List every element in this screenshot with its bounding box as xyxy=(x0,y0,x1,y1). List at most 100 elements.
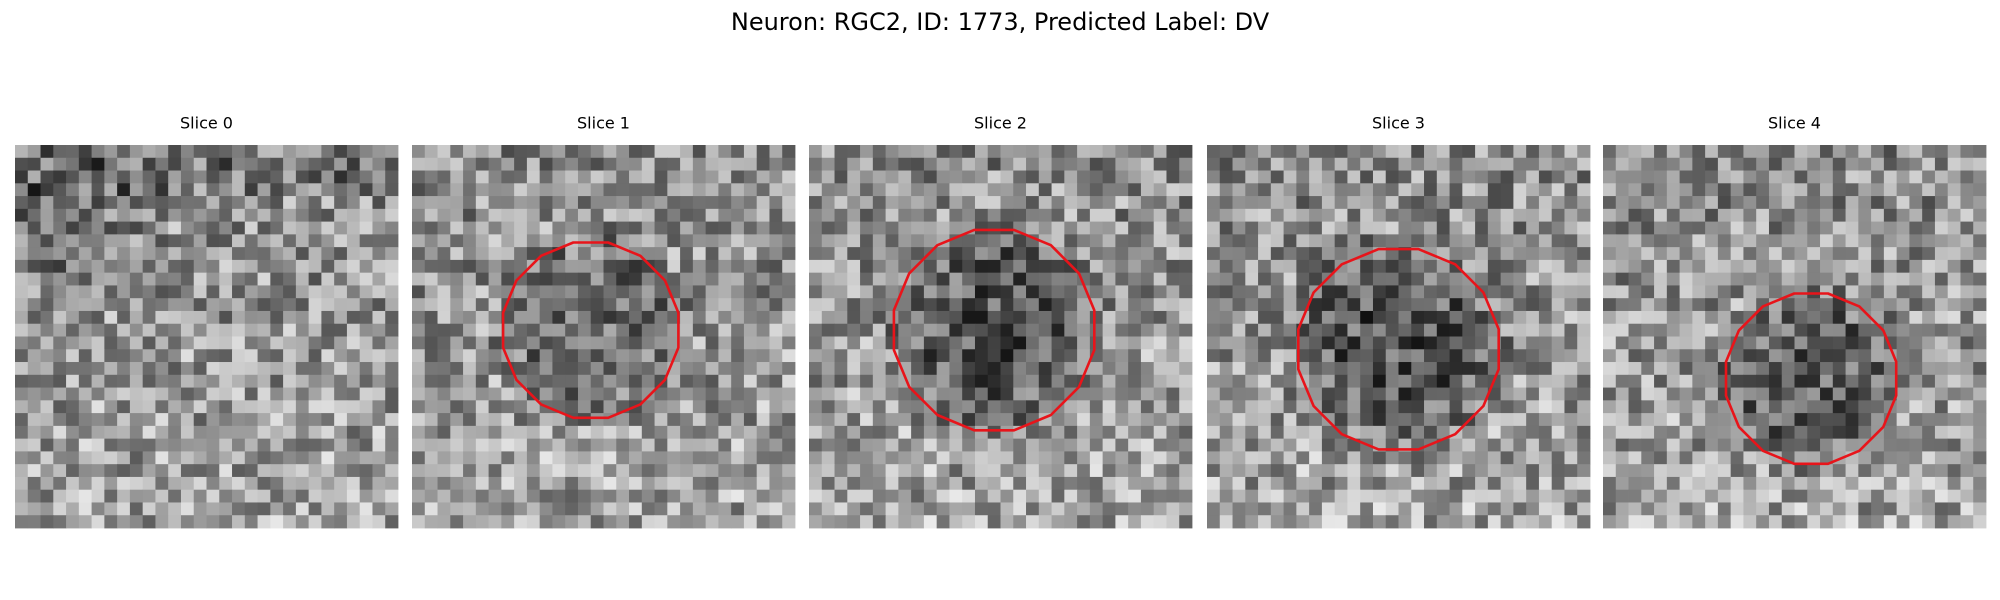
pixel xyxy=(463,425,477,440)
pixel xyxy=(117,298,131,312)
pixel xyxy=(385,170,399,184)
pixel xyxy=(1705,157,1719,171)
pixel xyxy=(412,387,426,401)
pixel xyxy=(654,157,668,171)
pixel xyxy=(1858,451,1872,465)
pixel xyxy=(552,515,566,529)
pixel xyxy=(53,413,67,427)
pixel xyxy=(756,336,770,350)
pixel xyxy=(334,157,348,171)
pixel xyxy=(1526,298,1540,312)
pixel xyxy=(539,145,553,159)
pixel xyxy=(1360,400,1374,414)
pixel xyxy=(91,157,105,171)
pixel xyxy=(1296,272,1310,286)
pixel xyxy=(577,285,592,299)
pixel xyxy=(1296,349,1310,363)
pixel xyxy=(1526,336,1540,350)
pixel xyxy=(1947,183,1961,197)
pixel xyxy=(514,145,528,159)
pixel xyxy=(1013,170,1027,184)
pixel xyxy=(1283,259,1297,274)
pixel xyxy=(1115,451,1129,465)
pixel xyxy=(718,323,732,337)
pixel xyxy=(577,310,592,325)
pixel xyxy=(782,234,796,248)
pixel xyxy=(283,502,297,516)
pixel xyxy=(1258,425,1272,440)
pixel xyxy=(1089,272,1104,286)
pixel xyxy=(1934,285,1949,299)
pixel xyxy=(475,272,489,286)
pixel xyxy=(1960,438,1974,452)
pixel xyxy=(756,400,770,414)
pixel xyxy=(1871,310,1885,325)
pixel xyxy=(962,476,976,491)
pixel xyxy=(1462,183,1476,197)
pixel xyxy=(756,451,770,465)
pixel xyxy=(1692,349,1706,363)
pixel xyxy=(769,489,783,503)
pixel xyxy=(1603,476,1617,491)
pixel xyxy=(308,170,322,184)
pixel xyxy=(1232,298,1246,312)
pixel xyxy=(526,323,541,337)
pixel xyxy=(412,323,426,337)
pixel xyxy=(782,157,796,171)
pixel xyxy=(1934,145,1949,159)
pixel xyxy=(219,145,233,159)
pixel xyxy=(565,221,579,235)
pixel xyxy=(193,476,207,491)
pixel xyxy=(40,298,54,312)
pixel xyxy=(1820,183,1834,197)
pixel xyxy=(809,234,823,248)
pixel xyxy=(1807,285,1821,299)
pixel xyxy=(1845,208,1859,222)
pixel xyxy=(450,170,464,184)
pixel xyxy=(1064,476,1078,491)
pixel xyxy=(1207,336,1221,350)
pixel xyxy=(1000,234,1014,248)
pixel xyxy=(244,157,258,171)
pixel xyxy=(372,259,386,274)
pixel xyxy=(769,285,783,299)
pixel xyxy=(526,208,541,222)
pixel xyxy=(974,400,989,414)
pixel xyxy=(885,310,899,325)
pixel xyxy=(1321,157,1336,171)
pixel xyxy=(117,183,131,197)
pixel xyxy=(1564,247,1578,261)
pixel xyxy=(1934,323,1949,337)
pixel xyxy=(206,247,220,261)
pixel xyxy=(1140,515,1155,529)
pixel xyxy=(1051,221,1065,235)
pixel xyxy=(1973,310,1987,325)
pixel xyxy=(974,170,989,184)
pixel xyxy=(1245,489,1259,503)
pixel xyxy=(1679,425,1693,440)
pixel xyxy=(756,515,770,529)
pixel xyxy=(1398,387,1412,401)
pixel xyxy=(782,298,796,312)
pixel xyxy=(257,425,271,440)
pixel xyxy=(1922,145,1936,159)
pixel xyxy=(475,374,489,388)
pixel xyxy=(885,170,899,184)
pixel xyxy=(1705,489,1719,503)
pixel xyxy=(1526,323,1540,337)
pixel xyxy=(1051,170,1065,184)
panel-title: Slice 4 xyxy=(1768,114,1821,133)
pixel xyxy=(1794,234,1808,248)
pixel xyxy=(577,515,592,529)
pixel xyxy=(654,285,668,299)
pixel xyxy=(654,387,668,401)
pixel xyxy=(53,476,67,491)
pixel xyxy=(40,285,54,299)
pixel xyxy=(40,464,54,478)
pixel xyxy=(463,157,477,171)
pixel xyxy=(193,145,207,159)
pixel xyxy=(1077,349,1091,363)
pixel xyxy=(769,336,783,350)
pixel xyxy=(1385,157,1399,171)
pixel xyxy=(359,502,373,516)
